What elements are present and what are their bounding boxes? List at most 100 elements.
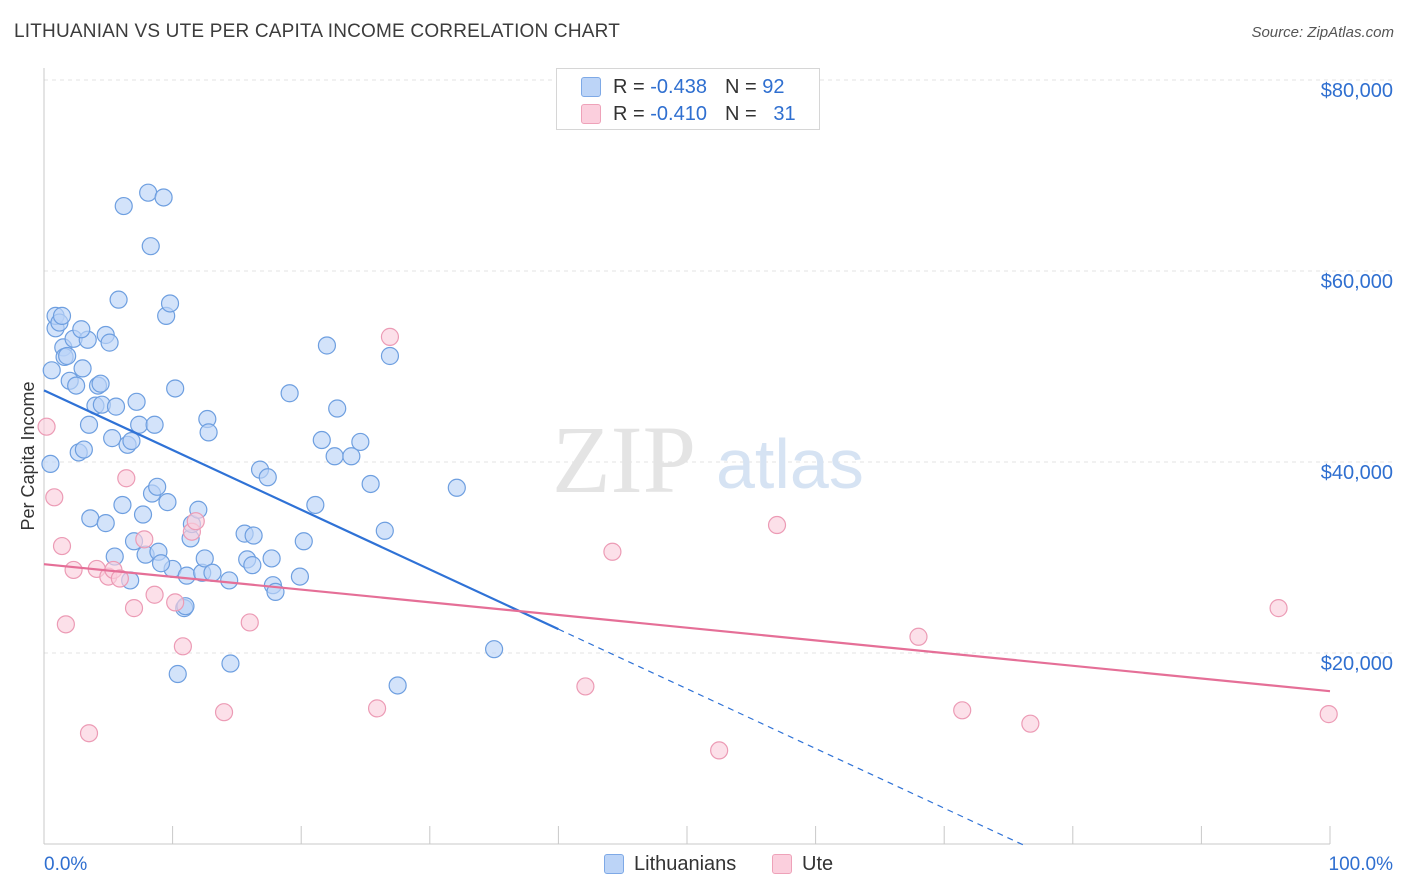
ute-swatch-icon — [581, 104, 601, 124]
lithuanians-point — [294, 532, 313, 551]
lithuanians-point — [158, 493, 177, 512]
legend-row-ute: R = -0.410 N = 31 — [581, 101, 796, 127]
x-tick-label: 0.0% — [44, 854, 87, 875]
series-legend-label: Ute — [802, 852, 834, 875]
lithuanians-point — [133, 505, 153, 524]
lithuanians-point — [258, 468, 277, 487]
ute-point — [240, 613, 259, 632]
lithuanians-point — [306, 495, 325, 515]
legend-n-value: 31 — [773, 102, 796, 125]
lithuanians-point — [81, 509, 100, 528]
ute-point — [953, 701, 972, 720]
legend-r-value: -0.410 — [650, 102, 707, 125]
lithuanians-swatch-icon — [581, 77, 601, 97]
data-points — [37, 183, 1338, 760]
ute-point — [52, 536, 72, 556]
lithuanians-point — [262, 549, 281, 568]
lithuanians-point — [166, 379, 185, 398]
lithuanians-point — [244, 526, 263, 545]
lithuanians-point — [114, 196, 133, 216]
lithuanians-point — [67, 376, 86, 395]
lithuanians-point — [154, 188, 173, 207]
ute-point — [186, 512, 205, 531]
y-tick-label: $80,000 — [1321, 80, 1393, 102]
lithuanians-point — [58, 346, 77, 366]
lithuanians-point — [106, 397, 126, 416]
lithuanians-point — [148, 477, 167, 496]
x-tick-label: 100.0% — [1329, 854, 1394, 875]
lithuanians-point — [220, 571, 239, 590]
lithuanians-point — [168, 664, 187, 684]
lithuanians-point — [317, 336, 337, 355]
ute-trend-line — [43, 563, 1331, 693]
ute-point — [214, 703, 234, 722]
watermark: ZIP atlas — [552, 406, 864, 513]
lithuanians-point — [388, 676, 407, 695]
lithuanians-trend-extension — [558, 628, 1025, 846]
trend-lines — [43, 389, 1331, 846]
lithuanians-point — [52, 306, 72, 325]
ute-point — [367, 699, 387, 718]
lithuanians-point — [221, 654, 240, 673]
watermark-zip: ZIP — [552, 406, 696, 513]
correlation-legend: R = -0.438 N = 92 R = -0.410 N = 31 — [556, 68, 820, 130]
ute-point — [45, 488, 64, 507]
lithuanians-point — [361, 474, 380, 494]
lithuanians-point — [91, 374, 110, 393]
lithuanians-point — [113, 495, 132, 515]
tick-labels: $20,000 $40,000 $60,000 $80,000 0.0% 100.0% — [44, 80, 1393, 875]
legend-n-label: N = — [724, 102, 757, 125]
lithuanians-point — [109, 290, 128, 309]
lithuanians-point — [141, 237, 160, 256]
ute-point — [710, 741, 729, 760]
lithuanians-point — [73, 359, 92, 378]
legend-row-lithuanians: R = -0.438 N = 92 — [581, 74, 784, 100]
y-tick-label: $60,000 — [1321, 271, 1393, 293]
ute-point — [166, 593, 185, 612]
lithuanians-point — [380, 346, 400, 366]
grid-lines — [44, 79, 1392, 654]
lithuanians-point — [195, 549, 214, 568]
lithuanians-point — [122, 431, 141, 451]
ute-point — [1269, 599, 1288, 618]
ute-point — [37, 417, 56, 436]
ute-point — [64, 560, 83, 580]
lithuanians-point — [42, 361, 61, 380]
lithuanians-point — [325, 447, 344, 466]
lithuanians-point — [290, 567, 310, 586]
ute-point — [79, 724, 99, 743]
lithuanians-point — [127, 392, 146, 411]
lithuanians-point — [312, 430, 331, 450]
y-axis-label: Per Capita Income — [18, 381, 38, 530]
lithuanians-legend-icon — [604, 854, 624, 874]
lithuanians-point — [485, 640, 504, 659]
lithuanians-point — [79, 415, 99, 434]
ute-point — [135, 530, 154, 549]
lithuanians-point — [72, 320, 91, 339]
y-tick-label: $20,000 — [1321, 653, 1393, 675]
lithuanians-trend-line — [43, 389, 559, 631]
lithuanians-point — [199, 423, 218, 442]
series-legend-ute: Ute — [772, 851, 833, 877]
lithuanians-point — [447, 478, 466, 497]
chart-title: LITHUANIAN VS UTE PER CAPITA INCOME CORR… — [14, 21, 621, 42]
lithuanians-point — [351, 432, 370, 452]
ute-point — [1319, 705, 1338, 724]
lithuanians-point — [151, 554, 171, 573]
legend-r-label: R = — [613, 75, 645, 98]
legend-n-label: N = — [724, 75, 757, 98]
legend-r-value: -0.438 — [650, 75, 707, 98]
lithuanians-point — [280, 384, 299, 403]
lithuanians-point — [74, 440, 93, 459]
ute-point — [56, 615, 75, 634]
ute-point — [767, 515, 787, 535]
lithuanians-point — [100, 333, 119, 352]
legend-r-label: R = — [613, 102, 645, 125]
watermark-atlas: atlas — [716, 425, 864, 503]
lithuanians-point — [328, 399, 347, 418]
series-legend-lithuanians: Lithuanians — [604, 851, 736, 877]
lithuanians-point — [145, 415, 164, 434]
axes — [43, 68, 1331, 845]
y-tick-label: $40,000 — [1321, 462, 1393, 484]
